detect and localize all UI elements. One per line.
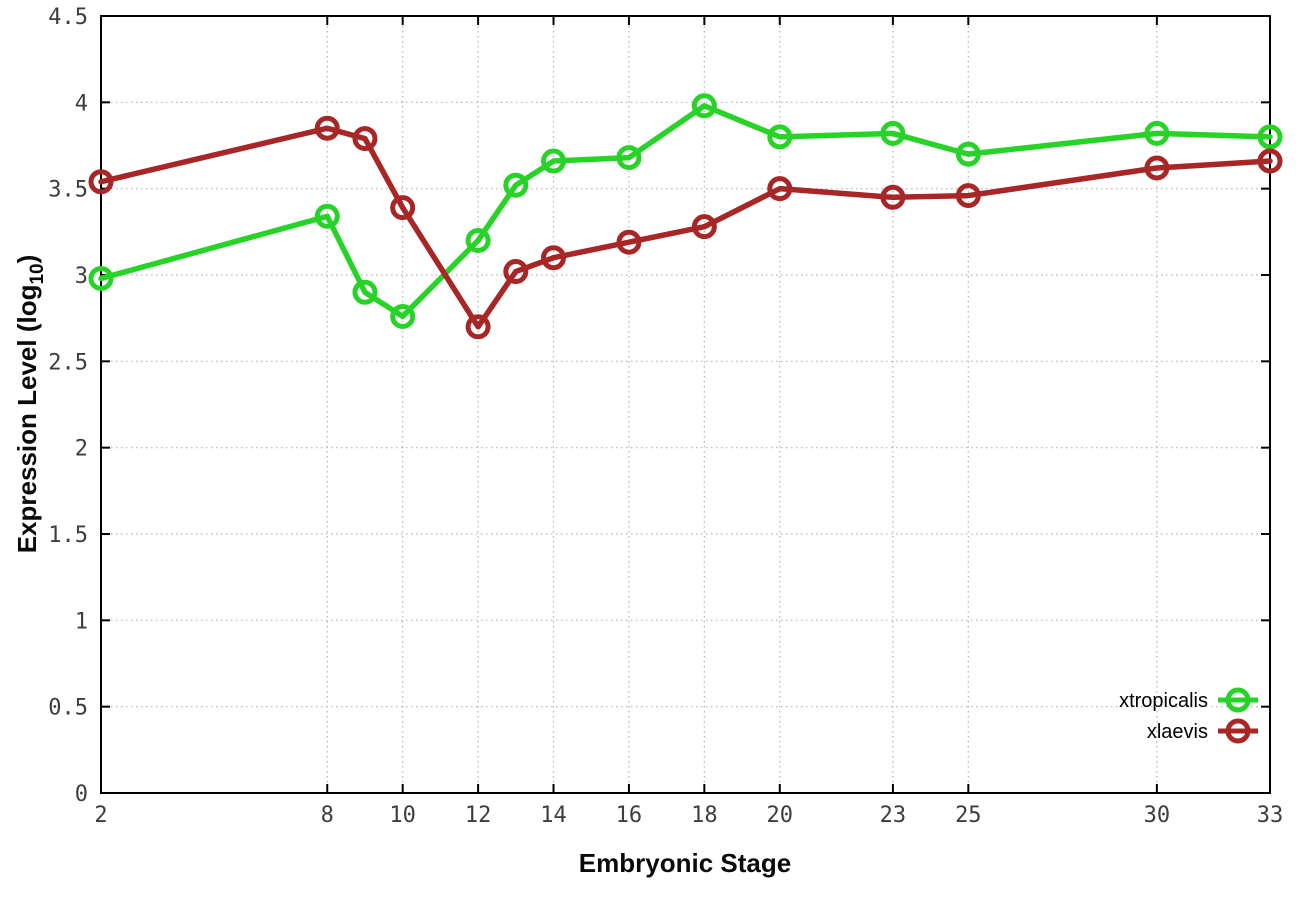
data-point xyxy=(88,265,114,291)
data-point xyxy=(390,303,416,329)
data-point xyxy=(880,120,906,146)
y-tick-label: 0 xyxy=(75,782,88,807)
data-point xyxy=(955,183,981,209)
data-point xyxy=(390,195,416,221)
data-point xyxy=(352,279,378,305)
data-point xyxy=(767,176,793,202)
data-point xyxy=(465,314,491,340)
data-point xyxy=(503,172,529,198)
x-tick-label: 2 xyxy=(94,803,107,828)
x-tick-label: 25 xyxy=(955,803,982,828)
data-point xyxy=(1144,120,1170,146)
y-tick-label: 2 xyxy=(75,437,88,462)
data-point xyxy=(691,93,717,119)
plot-border xyxy=(100,15,1271,794)
x-tick-label: 8 xyxy=(321,803,334,828)
x-tick-label: 14 xyxy=(540,803,567,828)
x-axis-title: Embryonic Stage xyxy=(579,848,791,878)
x-tick-label: 10 xyxy=(389,803,416,828)
data-point xyxy=(955,141,981,167)
legend: xtropicalis xlaevis xyxy=(1119,687,1258,744)
y-tick-label: 2.5 xyxy=(48,350,88,375)
y-tick-label: 1 xyxy=(75,609,88,634)
data-point xyxy=(691,214,717,240)
legend-label-xlaevis: xlaevis xyxy=(1147,721,1208,743)
series-line-xlaevis xyxy=(98,125,1273,330)
data-point xyxy=(1257,148,1283,174)
data-point xyxy=(541,245,567,271)
y-tick-label: 1.5 xyxy=(48,523,88,548)
gridlines xyxy=(101,16,1270,793)
data-point xyxy=(503,259,529,285)
series-xlaevis xyxy=(88,115,1283,340)
data-point xyxy=(880,184,906,210)
x-tick-label: 16 xyxy=(616,803,643,828)
data-point xyxy=(1144,155,1170,181)
data-point xyxy=(616,145,642,171)
y-tick-label: 4.5 xyxy=(48,5,88,30)
y-tick-label: 3.5 xyxy=(48,178,88,203)
x-tick-label: 30 xyxy=(1144,803,1171,828)
data-point xyxy=(352,126,378,152)
x-tick-label: 33 xyxy=(1257,803,1284,828)
y-tick-label: 0.5 xyxy=(48,696,88,721)
series-line-xtropicalis xyxy=(98,103,1273,320)
data-point xyxy=(314,203,340,229)
series-layer xyxy=(88,93,1283,340)
data-point xyxy=(465,227,491,253)
axis-ticks xyxy=(100,15,1271,794)
y-tick-label: 4 xyxy=(75,91,88,116)
y-tick-labels: 0 0.5 1 1.5 2 2.5 3 3.5 4 4.5 xyxy=(48,5,88,807)
x-tick-label: 18 xyxy=(691,803,718,828)
x-tick-label: 23 xyxy=(880,803,907,828)
data-point xyxy=(541,148,567,174)
series-xtropicalis xyxy=(88,93,1283,329)
y-axis-title: Expression Level (log10) xyxy=(12,255,48,554)
legend-marker-xlaevis xyxy=(1225,718,1251,744)
x-tick-label: 12 xyxy=(465,803,492,828)
data-point xyxy=(88,169,114,195)
data-point xyxy=(616,229,642,255)
x-tick-labels: 2 8 10 12 14 16 18 20 23 25 30 33 xyxy=(94,803,1283,828)
data-point xyxy=(767,124,793,150)
data-point xyxy=(1257,124,1283,150)
x-tick-label: 20 xyxy=(767,803,794,828)
legend-label-xtropicalis: xtropicalis xyxy=(1119,690,1208,712)
data-point xyxy=(314,115,340,141)
legend-marker-xtropicalis xyxy=(1225,687,1251,713)
y-tick-label: 3 xyxy=(75,264,88,289)
